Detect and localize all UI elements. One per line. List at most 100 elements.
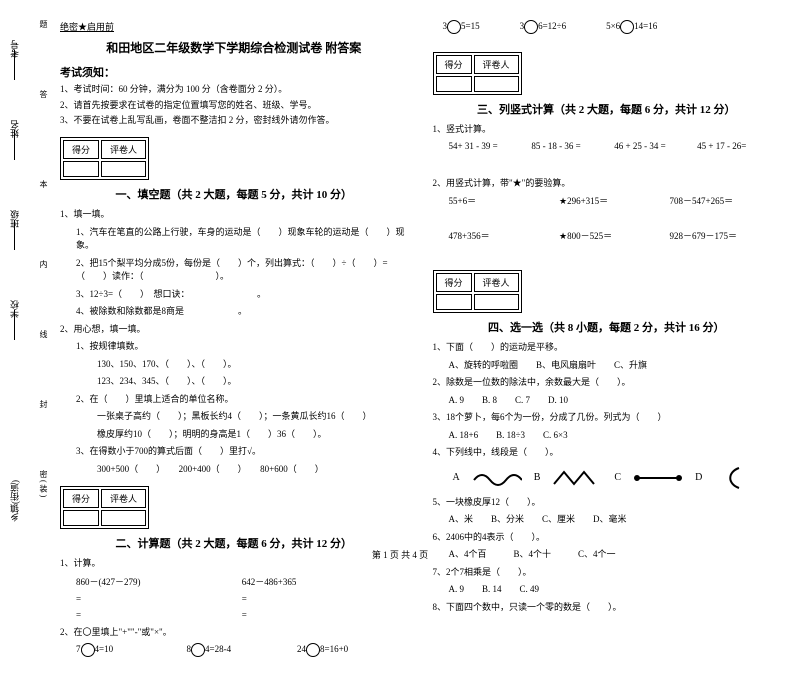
score-box: 得分评卷人	[60, 486, 149, 529]
choice-q1: 1、下面（ ）的运动是平移。	[433, 341, 781, 355]
binding-label: 乡镇(街道)	[8, 480, 21, 522]
vert2-row: 55+6＝ ★296+315＝ 708－547+265＝	[433, 194, 781, 207]
vert-expr: 478+356＝	[449, 229, 560, 242]
binding-mark: 内	[38, 260, 49, 270]
score-box: 得分评卷人	[433, 52, 522, 95]
vert-expr: 928－679－175＝	[670, 229, 781, 242]
line-options-row: A B C D	[433, 466, 781, 490]
calc1-eq-row: = =	[60, 610, 408, 620]
opt-label-b: B	[534, 472, 541, 483]
calc1-eq-row: = =	[60, 594, 408, 604]
page-footer: 第 1 页 共 4 页	[0, 548, 800, 561]
binding-mark: 密(装)	[38, 470, 49, 499]
q2-item: 130、150、170、（ ）、（ ）。	[60, 358, 408, 372]
vert-expr: 55+6＝	[449, 194, 560, 207]
choice-q3-opts: A. 18+6 B. 18÷3 C. 6×3	[433, 429, 781, 443]
score-box: 得分评卷人	[433, 270, 522, 313]
calc-eq: =	[242, 610, 408, 620]
line-segment-icon	[633, 468, 683, 488]
q2-item: 橡皮厚约10（ ）；明明的身高是1（ ）36（ ）。	[60, 428, 408, 442]
circle-eq: 36=12÷6	[520, 20, 567, 34]
q1-item: 2、把15个梨平均分成5份，每份是（ ）个，列出算式：（ ）÷（ ）=（ ）读作…	[60, 257, 408, 284]
notice-item: 2、请首先按要求在试卷的指定位置填写您的姓名、班级、学号。	[60, 100, 408, 112]
grader-label: 评卷人	[474, 55, 519, 74]
notice-item: 1、考试时间：60 分钟，满分为 100 分（含卷面分 2 分）。	[60, 84, 408, 96]
q1-item: 3、12÷3=（ ） 想口诀： 。	[60, 288, 408, 302]
left-column: 绝密★启用前 和田地区二年级数学下学期综合检测试卷 附答案 考试须知： 1、考试…	[60, 20, 408, 663]
section-3-title: 三、列竖式计算（共 2 大题，每题 6 分，共计 12 分）	[433, 101, 781, 117]
vert-expr: 85 - 18 - 36 =	[531, 141, 614, 151]
choice-q3: 3、18个萝卜，每6个为一份，分成了几份。列式为（ ）	[433, 411, 781, 425]
choice-q1-opts: A、旋转的呼啦圈 B、电风扇扇叶 C、升旗	[433, 359, 781, 373]
opt-label-d: D	[695, 472, 702, 483]
q1-item: 1、汽车在笔直的公路上行驶，车身的运动是（ ）现象车轮的运动是（ ）现象。	[60, 226, 408, 253]
q2-item: 300+500（ ） 200+400（ ） 80+600（ ）	[60, 463, 408, 477]
wavy-line-icon	[472, 468, 522, 488]
circle-eq: 248=16+0	[297, 643, 408, 657]
calc-expr: 642－486+365	[242, 575, 408, 588]
calc2-intro: 2、在〇里填上"+""-"或"×"。	[60, 626, 408, 640]
calc-eq: =	[76, 610, 242, 620]
circle-blank	[81, 643, 95, 657]
circle-eq: 35=15	[443, 20, 480, 34]
opt-label-a: A	[453, 472, 460, 483]
circle-eq-row: 35=15 36=12÷6 5×614=16	[433, 20, 781, 34]
circle-eq: 74=10	[76, 643, 187, 657]
circle-eq: 84=28-4	[187, 643, 298, 657]
calc-expr: 860－(427－279)	[76, 575, 242, 588]
zigzag-line-icon	[552, 468, 602, 488]
exam-title: 和田地区二年级数学下学期综合检测试卷 附答案	[60, 39, 408, 56]
choice-q5: 5、一块橡皮厚12（ ）。	[433, 496, 781, 510]
q2-item: 1、按规律填数。	[60, 340, 408, 354]
binding-mark: 本	[38, 180, 49, 190]
choice-q7-opts: A. 9 B. 14 C. 49	[433, 583, 781, 597]
q2-item: 3、在得数小于700的算式后面（ ）里打√。	[60, 445, 408, 459]
calc1-row: 860－(427－279) 642－486+365	[60, 575, 408, 588]
binding-mark: 答	[38, 90, 49, 100]
vert1-intro: 1、竖式计算。	[433, 123, 781, 137]
choice-q7: 7、2个7相乘是（ ）。	[433, 566, 781, 580]
arc-line-icon	[714, 466, 744, 490]
vert-expr: 54+ 31 - 39 =	[449, 141, 532, 151]
vert-expr: 708－547+265＝	[670, 194, 781, 207]
circle-blank	[620, 20, 634, 34]
circle-blank	[191, 643, 205, 657]
q2-item: 2、在（ ）里填上适合的单位名称。	[60, 393, 408, 407]
vert1-row: 54+ 31 - 39 = 85 - 18 - 36 = 46 + 25 - 3…	[433, 141, 781, 151]
binding-margin: 考号 姓名 班级 学校 乡镇(街道) 题 答 本 内 线 封 密(装)	[8, 20, 53, 530]
binding-mark: 封	[38, 400, 49, 410]
vert-expr: ★296+315＝	[559, 194, 670, 207]
choice-q2-opts: A. 9 B. 8 C. 7 D. 10	[433, 394, 781, 408]
circle-eq-row: 74=10 84=28-4 248=16+0	[60, 643, 408, 657]
vert2-intro: 2、用竖式计算，带"★"的要验算。	[433, 177, 781, 191]
vert-expr: 46 + 25 - 34 =	[614, 141, 697, 151]
notice-heading: 考试须知：	[60, 64, 408, 80]
circle-blank	[447, 20, 461, 34]
vert-expr: 45 + 17 - 26=	[697, 141, 780, 151]
page-content: 绝密★启用前 和田地区二年级数学下学期综合检测试卷 附答案 考试须知： 1、考试…	[0, 0, 800, 673]
q1-intro: 1、填一填。	[60, 208, 408, 222]
opt-label-c: C	[614, 472, 621, 483]
score-box: 得分评卷人	[60, 137, 149, 180]
notice-item: 3、不要在试卷上乱写乱画，卷面不整洁扣 2 分，密封线外请勿作答。	[60, 115, 408, 127]
q2-item: 一张桌子高约（ ）；黑板长约4（ ）；一条黄瓜长约16（ ）	[60, 410, 408, 424]
q1-item: 4、被除数和除数都是8商是 。	[60, 305, 408, 319]
calc-eq: =	[242, 594, 408, 604]
section-4-title: 四、选一选（共 8 小题，每题 2 分，共计 16 分）	[433, 319, 781, 335]
circle-blank	[524, 20, 538, 34]
binding-mark: 题	[38, 20, 49, 30]
vert-expr: ★800－525＝	[559, 229, 670, 242]
choice-q5-opts: A、米 B、分米 C、厘米 D、毫米	[433, 513, 781, 527]
circle-eq: 5×614=16	[606, 20, 657, 34]
score-label: 得分	[63, 140, 99, 159]
choice-q4: 4、下列线中，线段是（ ）。	[433, 446, 781, 460]
grader-label: 评卷人	[474, 273, 519, 292]
choice-q8: 8、下面四个数中，只读一个零的数是（ ）。	[433, 601, 781, 615]
binding-mark: 线	[38, 330, 49, 340]
secret-label: 绝密★启用前	[60, 20, 408, 33]
q2-item: 123、234、345、（ ）、（ ）。	[60, 375, 408, 389]
grader-label: 评卷人	[101, 140, 146, 159]
score-label: 得分	[63, 489, 99, 508]
section-1-title: 一、填空题（共 2 大题，每题 5 分，共计 10 分）	[60, 186, 408, 202]
choice-q2: 2、除数是一位数的除法中，余数最大是（ ）。	[433, 376, 781, 390]
